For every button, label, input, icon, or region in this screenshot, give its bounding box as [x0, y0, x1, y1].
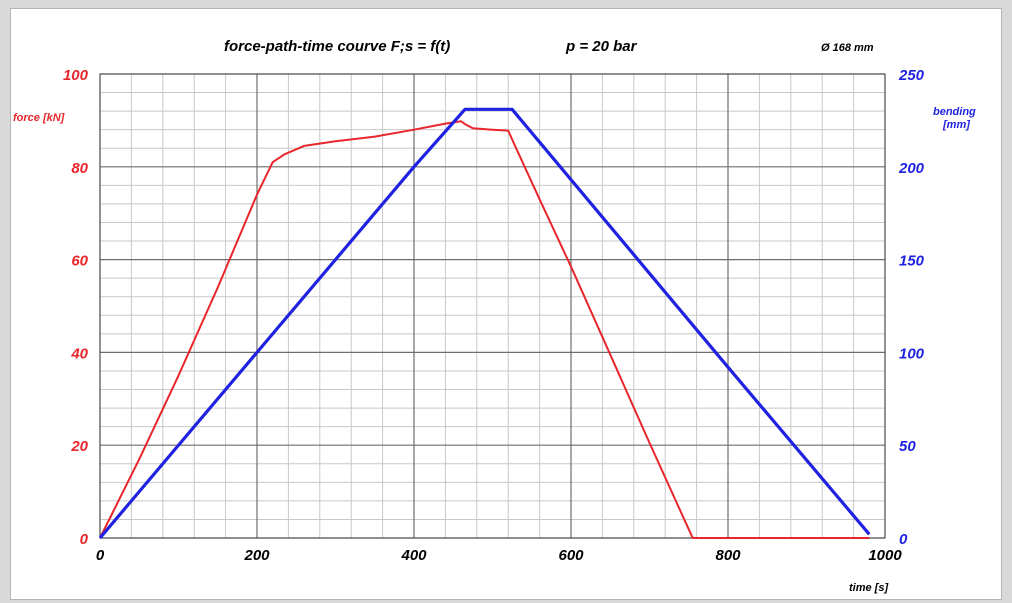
y-left-tick-label: 40 [70, 345, 88, 362]
x-tick-label: 1000 [868, 547, 902, 564]
y-axis-right-label-line2: [mm] [942, 119, 970, 131]
y-right-tick-label: 150 [899, 253, 925, 270]
y-left-tick-label: 20 [70, 438, 88, 455]
force-path-time-chart: 0 200 400 600 800 100002040608010005010015020… [13, 38, 976, 594]
y-axis-right-label-line1: bending [933, 106, 976, 118]
y-right-tick-label: 250 [898, 67, 925, 84]
y-axis-left-label: force [kN] [13, 112, 65, 124]
y-left-tick-label: 60 [71, 253, 88, 270]
bending-series-line [98, 107, 871, 540]
force-series-line [99, 120, 870, 539]
chart-subtitle: p = 20 bar [565, 38, 638, 55]
x-axis-label: time [s] [849, 582, 888, 594]
x-tick-label: 400 [400, 547, 427, 564]
x-tick-label: 200 [243, 547, 270, 564]
y-left-tick-label: 80 [71, 160, 88, 177]
tick-labels: 0 200 400 600 800 100002040608010005010015020… [63, 67, 925, 564]
x-tick-label: 800 [715, 547, 741, 564]
major-gridlines [99, 73, 886, 539]
y-right-tick-label: 50 [899, 438, 916, 455]
minor-gridlines [100, 74, 885, 538]
x-tick-label: 0 [96, 547, 105, 564]
y-left-tick-label: 0 [80, 531, 89, 548]
y-right-tick-label: 0 [899, 531, 908, 548]
y-left-tick-label: 100 [63, 67, 89, 84]
x-tick-label: 600 [558, 547, 584, 564]
y-right-tick-label: 200 [898, 160, 925, 177]
plot-area-border [99, 73, 886, 539]
y-right-tick-label: 100 [899, 345, 925, 362]
diameter-note: Ø 168 mm [821, 42, 874, 54]
chart-frame: 0 200 400 600 800 1000 0 20 40 60 80 100 0 50 100 150 20… [10, 8, 1002, 600]
series-layer [98, 107, 871, 540]
chart-title: force-path-time courve F;s = f(t) [224, 38, 450, 55]
